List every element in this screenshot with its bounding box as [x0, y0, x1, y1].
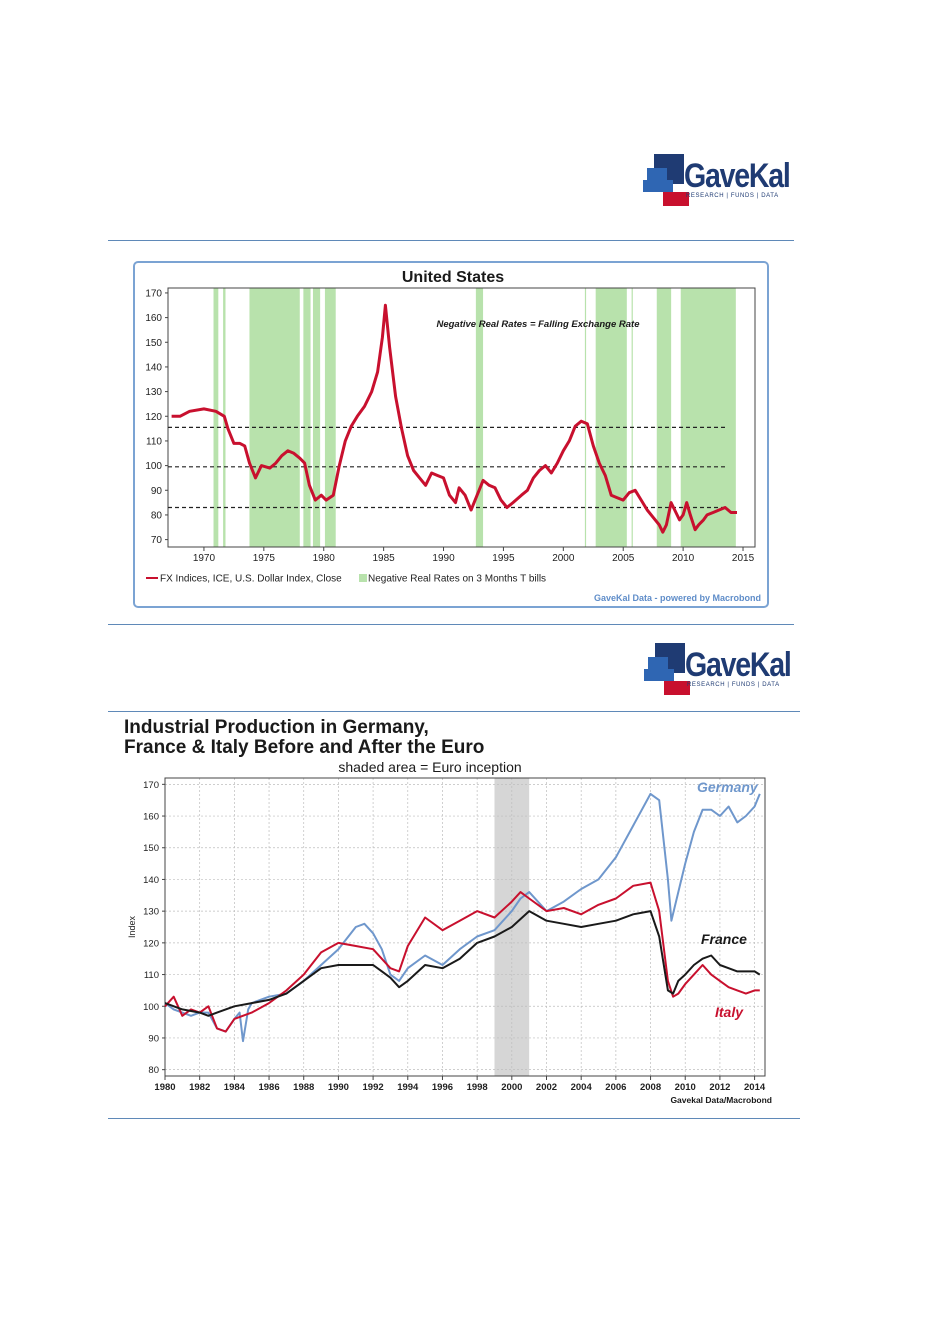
series-line-france	[164, 910, 761, 1017]
x-tick-label: 1982	[189, 1082, 210, 1093]
negative-real-rate-period	[324, 288, 336, 547]
negative-real-rate-period	[249, 288, 300, 547]
y-tick-label: 170	[143, 780, 159, 791]
x-tick-label: 2008	[640, 1082, 661, 1093]
legend-swatch-negative-real-rates	[359, 574, 367, 582]
gavekal-logo-mark	[643, 154, 689, 206]
x-tick-label: 2015	[732, 553, 755, 564]
series-label-germany: Germany	[697, 779, 759, 795]
y-tick-label: 120	[145, 412, 162, 423]
x-tick-label: 2012	[709, 1082, 730, 1093]
chart-us-frame: United States 70 80 90 100 110 120 130 140 150 16…	[133, 261, 769, 608]
negative-real-rate-period	[584, 288, 587, 547]
x-tick-label: 1995	[492, 553, 515, 564]
chart-us-title: United States	[402, 269, 504, 286]
x-tick-label: 2014	[744, 1082, 766, 1093]
series-line-us-dollar-index	[171, 303, 737, 534]
y-tick-label: 110	[144, 970, 159, 981]
chart-ip-title-line-1: Industrial Production in Germany,	[124, 717, 429, 738]
bottom-divider	[108, 1118, 800, 1119]
gavekal-logo: GaveKal RESEARCH | FUNDS | DATA	[643, 154, 791, 208]
x-tick-label: 2000	[501, 1082, 522, 1093]
y-tick-label: 150	[143, 843, 159, 854]
y-tick-label: 150	[145, 338, 162, 349]
gavekal-logo-tagline: RESEARCH | FUNDS | DATA	[686, 193, 779, 199]
x-tick-label: 1990	[328, 1082, 349, 1093]
negative-real-rate-period	[656, 288, 672, 547]
x-tick-label: 1980	[154, 1082, 175, 1093]
series-label-france: France	[701, 931, 747, 947]
top-divider	[108, 240, 794, 241]
gavekal-logo-tagline-2: RESEARCH | FUNDS | DATA	[687, 682, 780, 688]
x-tick-label: 2010	[675, 1082, 696, 1093]
x-tick-label: 2005	[612, 553, 635, 564]
gavekal-logo-2: GaveKal RESEARCH | FUNDS | DATA	[644, 643, 792, 697]
series-line-germany	[164, 792, 761, 1043]
chart-ip-subtitle: shaded area = Euro inception	[338, 759, 521, 775]
x-tick-label: 1988	[293, 1082, 314, 1093]
chart-ip-title-line-2: France & Italy Before and After the Euro	[124, 737, 484, 758]
negative-real-rate-period	[303, 288, 311, 547]
y-tick-label: 160	[145, 313, 162, 324]
negative-real-rate-period	[680, 288, 736, 547]
series-line-italy	[164, 881, 760, 1033]
x-tick-label: 1994	[397, 1082, 419, 1093]
x-tick-label: 1984	[224, 1082, 246, 1093]
y-tick-label: 110	[146, 436, 162, 447]
x-tick-label: 1992	[363, 1082, 384, 1093]
y-tick-label: 90	[148, 1033, 159, 1044]
negative-real-rate-period	[631, 288, 633, 547]
x-tick-label: 1998	[467, 1082, 488, 1093]
y-tick-label: 80	[151, 510, 163, 521]
y-tick-label: 100	[143, 1002, 159, 1013]
y-tick-label: 120	[143, 938, 159, 949]
chart-us-annotation: Negative Real Rates = Falling Exchange R…	[436, 319, 640, 330]
y-tick-label: 100	[145, 461, 162, 472]
y-tick-label: 80	[148, 1065, 159, 1076]
y-tick-label: 140	[145, 362, 162, 373]
x-tick-label: 1985	[373, 553, 396, 564]
x-tick-label: 2010	[672, 553, 695, 564]
x-tick-label: 2006	[605, 1082, 626, 1093]
negative-real-rate-period	[312, 288, 321, 547]
chart-us: United States 70 80 90 100 110 120 130 140 150 16…	[145, 269, 761, 603]
chart-industrial-production: Industrial Production in Germany, France…	[124, 717, 772, 1105]
y-tick-label: 90	[151, 486, 163, 497]
gavekal-logo-wordmark: GaveKal	[684, 157, 791, 195]
y-tick-label: 70	[151, 535, 163, 546]
x-tick-label: 2000	[552, 553, 575, 564]
gavekal-logo-mark-2	[644, 643, 690, 695]
legend-label-dollar-index: FX Indices, ICE, U.S. Dollar Index, Clos…	[160, 574, 342, 585]
chart-ip-source: Gavekal Data/Macrobond	[670, 1095, 772, 1105]
y-tick-label: 140	[143, 875, 159, 886]
x-tick-label: 2004	[571, 1082, 593, 1093]
x-tick-label: 1975	[253, 553, 276, 564]
middle-divider	[108, 624, 794, 625]
y-axis-label: Index	[127, 915, 137, 938]
x-tick-label: 2002	[536, 1082, 557, 1093]
y-tick-label: 170	[145, 288, 162, 299]
plot-area	[167, 287, 756, 548]
legend-label-negative-real-rates: Negative Real Rates on 3 Months T bills	[368, 574, 546, 585]
x-tick-label: 1996	[432, 1082, 453, 1093]
x-tick-label: 1970	[193, 553, 216, 564]
y-tick-label: 160	[143, 812, 159, 823]
x-tick-label: 1986	[258, 1082, 279, 1093]
y-tick-label: 130	[145, 387, 162, 398]
x-tick-label: 1980	[313, 553, 336, 564]
plot-area	[164, 777, 766, 1077]
chart-us-source: GaveKal Data - powered by Macrobond	[594, 593, 761, 603]
negative-real-rate-period	[475, 288, 484, 547]
y-tick-label: 130	[143, 907, 159, 918]
chart2-top-divider	[108, 711, 800, 712]
series-label-italy: Italy	[715, 1004, 744, 1020]
gavekal-logo-wordmark-2: GaveKal	[685, 646, 792, 684]
negative-real-rate-period	[213, 288, 219, 547]
x-tick-label: 1990	[432, 553, 455, 564]
negative-real-rate-period	[595, 288, 627, 547]
